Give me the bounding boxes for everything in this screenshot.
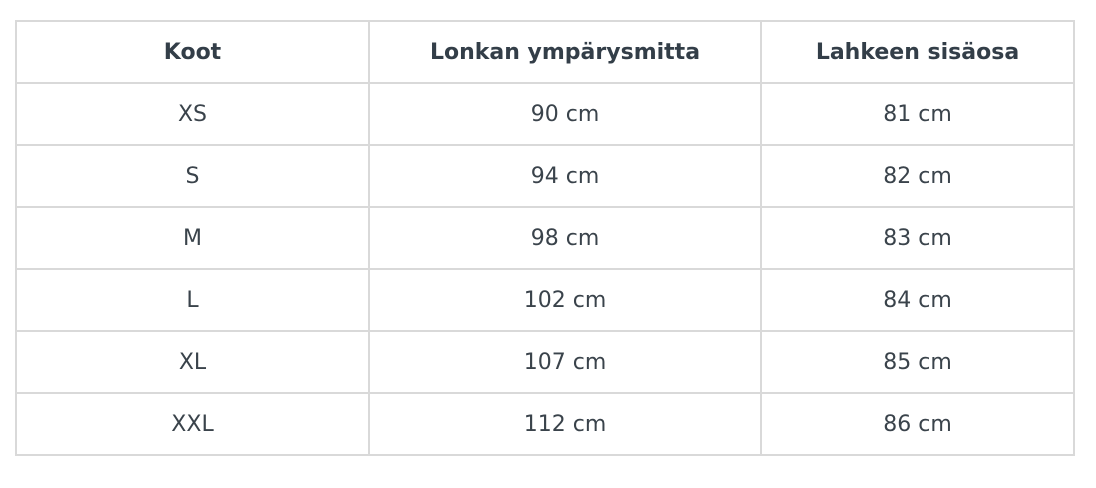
cell-inseam: 81 cm <box>760 82 1075 146</box>
table-row: L 102 cm 84 cm <box>15 268 1075 332</box>
cell-inseam: 82 cm <box>760 144 1075 208</box>
cell-size: XL <box>15 330 370 394</box>
cell-hip: 102 cm <box>368 268 762 332</box>
cell-inseam: 86 cm <box>760 392 1075 456</box>
cell-size: S <box>15 144 370 208</box>
header-row: Koot Lonkan ympärysmitta Lahkeen sisäosa <box>15 20 1075 84</box>
table-row: XXL 112 cm 86 cm <box>15 392 1075 456</box>
size-table: Koot Lonkan ympärysmitta Lahkeen sisäosa… <box>15 20 1075 456</box>
cell-hip: 94 cm <box>368 144 762 208</box>
cell-hip: 107 cm <box>368 330 762 394</box>
cell-hip: 112 cm <box>368 392 762 456</box>
cell-size: L <box>15 268 370 332</box>
header-size: Koot <box>15 20 370 84</box>
cell-inseam: 85 cm <box>760 330 1075 394</box>
cell-size: M <box>15 206 370 270</box>
cell-inseam: 84 cm <box>760 268 1075 332</box>
header-hip: Lonkan ympärysmitta <box>368 20 762 84</box>
cell-hip: 98 cm <box>368 206 762 270</box>
table-row: S 94 cm 82 cm <box>15 144 1075 208</box>
cell-size: XS <box>15 82 370 146</box>
cell-hip: 90 cm <box>368 82 762 146</box>
cell-size: XXL <box>15 392 370 456</box>
header-inseam: Lahkeen sisäosa <box>760 20 1075 84</box>
table-row: M 98 cm 83 cm <box>15 206 1075 270</box>
table-row: XL 107 cm 85 cm <box>15 330 1075 394</box>
table-row: XS 90 cm 81 cm <box>15 82 1075 146</box>
cell-inseam: 83 cm <box>760 206 1075 270</box>
